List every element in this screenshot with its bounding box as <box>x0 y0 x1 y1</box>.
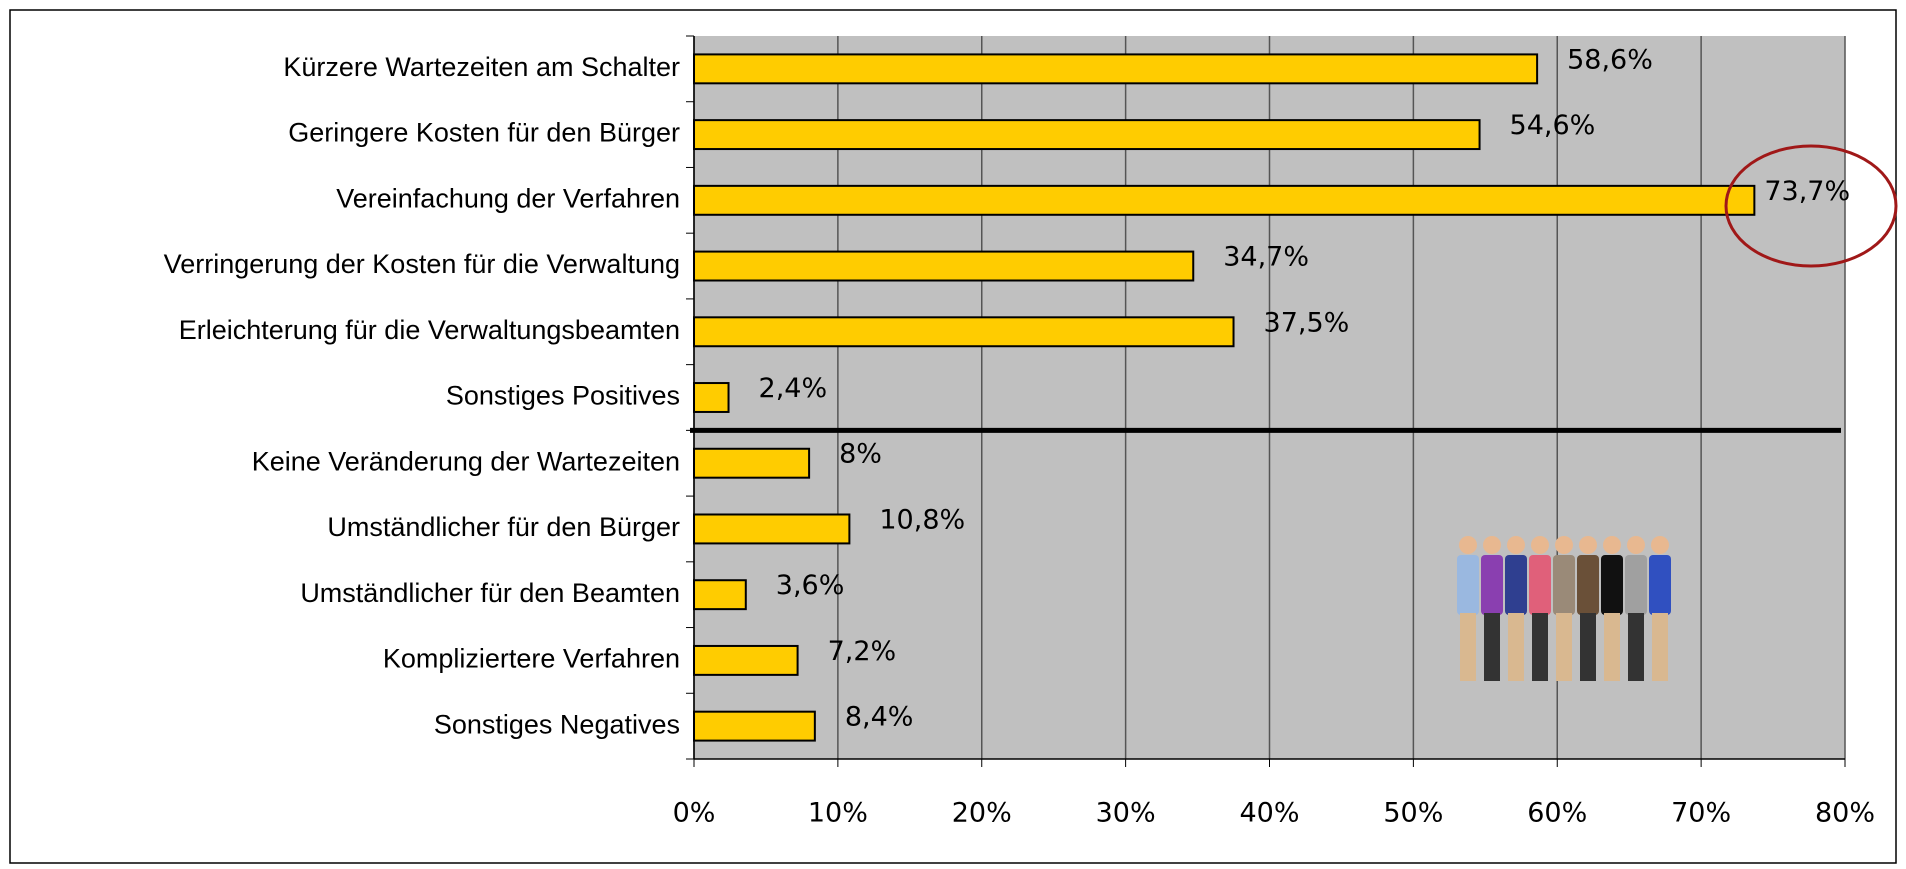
bar <box>693 119 1481 151</box>
y-tick-label: Sonstiges Negatives <box>434 709 680 739</box>
x-tick-label: 0% <box>673 798 716 829</box>
y-tick-label: Umständlicher für den Beamten <box>300 578 680 608</box>
person-body <box>1505 555 1527 615</box>
bar <box>693 579 747 611</box>
x-tick-label: 20% <box>952 798 1012 829</box>
person-body <box>1457 555 1479 615</box>
person-legs <box>1628 613 1644 681</box>
person-head <box>1507 536 1525 554</box>
person-head <box>1459 536 1477 554</box>
highlight-ellipse <box>1724 144 1898 268</box>
x-tick-label: 70% <box>1671 798 1731 829</box>
x-tick-label: 50% <box>1383 798 1443 829</box>
person-head <box>1603 536 1621 554</box>
person-legs <box>1508 613 1524 681</box>
y-tick-label: Keine Veränderung der Wartezeiten <box>252 446 680 476</box>
value-label: 7,2% <box>828 636 897 667</box>
value-label: 58,6% <box>1567 44 1653 75</box>
x-tick-label: 30% <box>1096 798 1156 829</box>
person-legs <box>1580 613 1596 681</box>
x-tick-label: 10% <box>808 798 868 829</box>
x-tick-label: 60% <box>1527 798 1587 829</box>
person-body <box>1529 555 1551 615</box>
y-tick-label: Sonstiges Positives <box>446 381 680 411</box>
person-legs <box>1556 613 1572 681</box>
person-legs <box>1460 613 1476 681</box>
y-tick-label: Vereinfachung der Verfahren <box>336 183 680 213</box>
person-body <box>1577 555 1599 615</box>
bar <box>693 184 1756 216</box>
value-label: 3,6% <box>776 570 845 601</box>
x-tick-label: 40% <box>1239 798 1299 829</box>
value-label: 73,7% <box>1764 176 1850 207</box>
y-tick-label: Verringerung der Kosten für die Verwaltu… <box>164 249 680 279</box>
bar <box>693 250 1195 282</box>
person-head <box>1651 536 1669 554</box>
value-label: 8% <box>839 439 882 470</box>
y-tick-label: Umständlicher für den Bürger <box>327 512 680 542</box>
person-legs <box>1532 613 1548 681</box>
person-legs <box>1652 613 1668 681</box>
x-tick-label: 80% <box>1815 798 1875 829</box>
person-body <box>1625 555 1647 615</box>
person-head <box>1483 536 1501 554</box>
person-body <box>1481 555 1503 615</box>
bar <box>693 710 816 742</box>
person-body <box>1553 555 1575 615</box>
bar <box>693 53 1539 85</box>
y-tick-label: Geringere Kosten für den Bürger <box>288 118 680 148</box>
y-tick-label: Kompliziertere Verfahren <box>383 644 680 674</box>
bar <box>693 447 811 479</box>
person-body <box>1601 555 1623 615</box>
person-head <box>1579 536 1597 554</box>
value-label: 37,5% <box>1264 307 1350 338</box>
person-legs <box>1604 613 1620 681</box>
value-label: 8,4% <box>845 702 914 733</box>
person-head <box>1555 536 1573 554</box>
bar <box>693 382 730 413</box>
y-tick-label: Kürzere Wartezeiten am Schalter <box>283 52 680 82</box>
value-label: 10,8% <box>879 504 965 535</box>
value-label: 34,7% <box>1223 242 1309 273</box>
value-label: 2,4% <box>759 373 828 404</box>
y-tick-label: Erleichterung für die Verwaltungsbeamten <box>179 315 680 345</box>
person-body <box>1649 555 1671 615</box>
bar <box>693 644 799 676</box>
person-legs <box>1484 613 1500 681</box>
bar <box>693 513 851 545</box>
value-label: 54,6% <box>1510 110 1596 141</box>
bar <box>693 316 1235 348</box>
person-head <box>1531 536 1549 554</box>
person-head <box>1627 536 1645 554</box>
